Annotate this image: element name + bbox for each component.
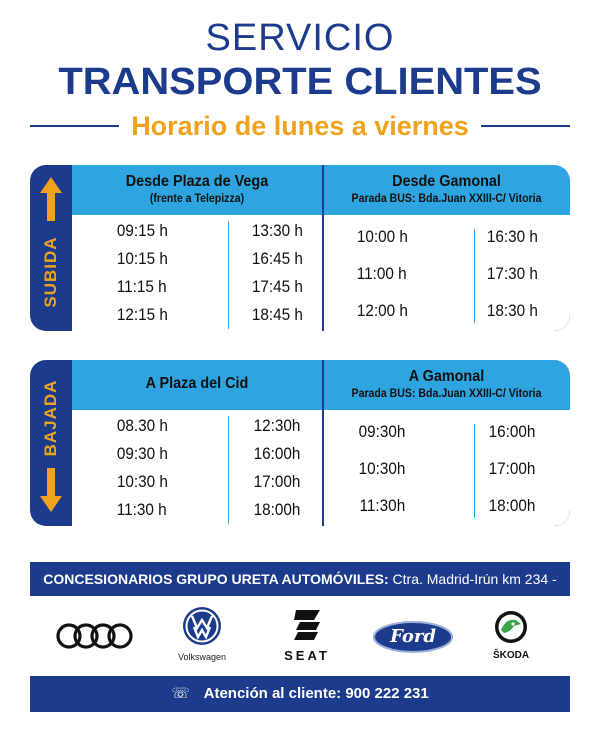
subida-left-header: Desde Plaza de Vega (frente a Telepizza) — [72, 165, 322, 215]
subida-right-col1: 10:00 h 11:00 h 12:00 h — [342, 227, 422, 321]
time-entry: 18:00h — [488, 496, 536, 515]
subida-left-subtitle: (frente a Telepizza) — [149, 191, 245, 205]
skoda-emblem-icon — [495, 611, 527, 643]
time-entry: 17:30 h — [486, 264, 538, 283]
time-entry: 13:30 h — [251, 221, 303, 240]
subida-right-subtitle: Parada BUS: Bda.Juan XXIII-C/ Vitoria — [351, 191, 542, 205]
subida-side: SUBIDA — [30, 165, 72, 331]
bajada-content: A Plaza del Cid A Gamonal Parada BUS: Bd… — [72, 360, 570, 526]
time-entry: 12:15 h — [116, 305, 168, 324]
time-entry: 10:15 h — [116, 249, 168, 268]
bajada-right-separator — [474, 424, 475, 518]
volkswagen-label: Volkswagen — [177, 652, 227, 662]
bajada-right-col2: 16:00h 17:00h 18:00h — [472, 422, 552, 516]
title-servicio: SERVICIO — [205, 17, 395, 59]
ford-label: Ford — [390, 626, 436, 647]
time-entry: 11:30 h — [117, 500, 167, 519]
subida-divider — [322, 165, 324, 331]
title-transporte-clientes: TRANSPORTE CLIENTES — [58, 61, 542, 103]
contact-bar: ☏ Atención al cliente: 900 222 231 — [30, 676, 570, 712]
time-entry: 10:00 h — [356, 227, 408, 246]
time-entry: 12:30h — [253, 416, 301, 435]
audi-logo — [55, 618, 137, 654]
subtitle-row: Horario de lunes a viernes — [30, 108, 571, 144]
time-entry: 11:30h — [359, 496, 405, 515]
bajada-left-separator — [228, 416, 229, 524]
vw-emblem-icon — [183, 607, 221, 645]
seat-logo: SEAT — [272, 608, 342, 664]
subida-panel: SUBIDA Desde Plaza de Vega (frente a Tel… — [30, 165, 570, 331]
time-entry: 09:15 h — [116, 221, 168, 240]
time-entry: 18:45 h — [251, 305, 303, 324]
volkswagen-logo: Volkswagen — [170, 606, 234, 666]
subida-right-separator — [474, 229, 475, 323]
time-entry: 18:30 h — [486, 301, 538, 320]
bajada-panel: BAJADA A Plaza del Cid A Gamonal Parada … — [30, 360, 570, 526]
time-entry: 11:00 h — [357, 264, 407, 283]
time-entry: 10:30 h — [116, 472, 168, 491]
subida-label: SUBIDA — [41, 236, 60, 308]
audi-rings-icon — [56, 623, 133, 649]
arrow-up-icon — [40, 177, 62, 221]
contact-text: Atención al cliente: 900 222 231 — [203, 685, 429, 702]
time-entry: 09:30 h — [116, 444, 168, 463]
subida-content: Desde Plaza de Vega (frente a Telepizza)… — [72, 165, 570, 331]
time-entry: 17:00h — [488, 459, 536, 478]
ford-logo: Ford — [372, 620, 454, 654]
bajada-right-header: A Gamonal Parada BUS: Bda.Juan XXIII-C/ … — [323, 360, 570, 410]
seat-label: SEAT — [284, 648, 330, 663]
time-entry: 17:00h — [253, 472, 301, 491]
bajada-left-col1: 08.30 h 09:30 h 10:30 h 11:30 h — [102, 416, 182, 520]
seat-emblem-icon — [294, 610, 320, 640]
subida-left-col2: 13:30 h 16:45 h 17:45 h 18:45 h — [237, 221, 317, 325]
bajada-label: BAJADA — [41, 379, 60, 457]
dealer-bar: CONCESIONARIOS GRUPO URETA AUTOMÓVILES: … — [30, 562, 570, 621]
time-entry: 16:00h — [488, 422, 536, 441]
bajada-divider — [322, 360, 324, 526]
schedule-subtitle: Horario de lunes a viernes — [131, 110, 469, 141]
subida-right-title: Desde Gamonal — [392, 173, 501, 190]
bajada-side: BAJADA — [30, 360, 72, 526]
bajada-right-col1: 09:30h 10:30h 11:30h — [342, 422, 422, 516]
subida-left-col1: 09:15 h 10:15 h 11:15 h 12:15 h — [102, 221, 182, 325]
divider-right — [480, 125, 571, 127]
subida-right-col2: 16:30 h 17:30 h 18:30 h — [472, 227, 552, 321]
time-entry: 16:45 h — [251, 249, 303, 268]
ford-oval-icon — [373, 621, 453, 653]
skoda-logo: ŠKODA — [486, 610, 536, 664]
dealer-name: CONCESIONARIOS GRUPO URETA AUTOMÓVILES: — [43, 571, 389, 587]
time-entry: 16:30 h — [486, 227, 538, 246]
bajada-right-subtitle: Parada BUS: Bda.Juan XXIII-C/ Vitoria — [351, 386, 542, 400]
bajada-left-col2: 12:30h 16:00h 17:00h 18:00h — [237, 416, 317, 520]
phone-icon: ☏ — [171, 685, 190, 702]
bajada-right-title: A Gamonal — [408, 368, 485, 385]
time-entry: 18:00h — [253, 500, 301, 519]
time-entry: 16:00h — [253, 444, 301, 463]
subida-left-separator — [228, 221, 229, 329]
time-entry: 09:30h — [358, 422, 406, 441]
time-entry: 17:45 h — [251, 277, 303, 296]
subida-right-header: Desde Gamonal Parada BUS: Bda.Juan XXIII… — [323, 165, 570, 215]
arrow-down-icon — [40, 468, 62, 512]
skoda-label: ŠKODA — [492, 650, 530, 661]
bajada-left-title: A Plaza del Cid — [145, 375, 249, 392]
time-entry: 10:30h — [358, 459, 406, 478]
time-entry: 08.30 h — [116, 416, 168, 435]
subida-left-title: Desde Plaza de Vega — [125, 173, 269, 190]
time-entry: 11:15 h — [117, 277, 167, 296]
divider-left — [30, 125, 120, 127]
bajada-left-header: A Plaza del Cid — [72, 360, 322, 410]
time-entry: 12:00 h — [356, 301, 408, 320]
